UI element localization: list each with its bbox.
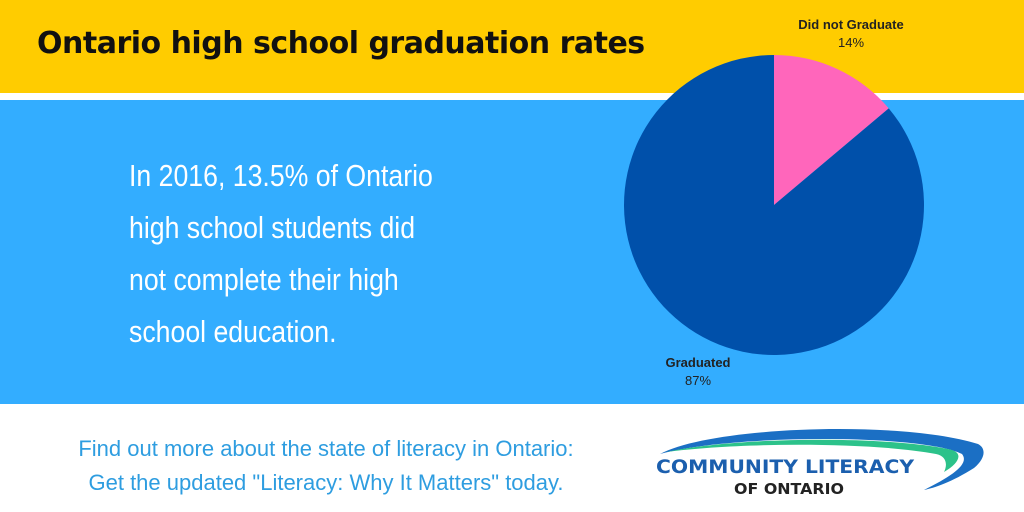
footer-line-2[interactable]: Get the updated "Literacy: Why It Matter… [88, 470, 564, 495]
footer-line-1: Find out more about the state of literac… [78, 436, 574, 461]
statistic-statement: In 2016, 13.5% of Ontario high school st… [129, 158, 433, 349]
slice-value-graduated: 87% [685, 373, 711, 388]
slice-label-did-not-graduate: Did not Graduate [798, 17, 903, 32]
page-title: Ontario high school graduation rates [37, 26, 645, 61]
pie-slice-did-not-graduate [774, 55, 889, 205]
slice-label-graduated: Graduated [665, 355, 730, 370]
slice-value-did-not-graduate: 14% [838, 35, 864, 50]
logo-text-line-2: OF ONTARIO [734, 480, 844, 498]
community-literacy-logo: COMMUNITY LITERACY OF ONTARIO [656, 429, 984, 498]
logo-text-line-1: COMMUNITY LITERACY [656, 456, 914, 478]
footer-call-to-action: Find out more about the state of literac… [36, 432, 616, 500]
header-divider [0, 93, 1024, 100]
pie-slices [624, 54, 924, 356]
header-banner [0, 0, 1024, 93]
pie-slice-graduated [624, 54, 924, 356]
